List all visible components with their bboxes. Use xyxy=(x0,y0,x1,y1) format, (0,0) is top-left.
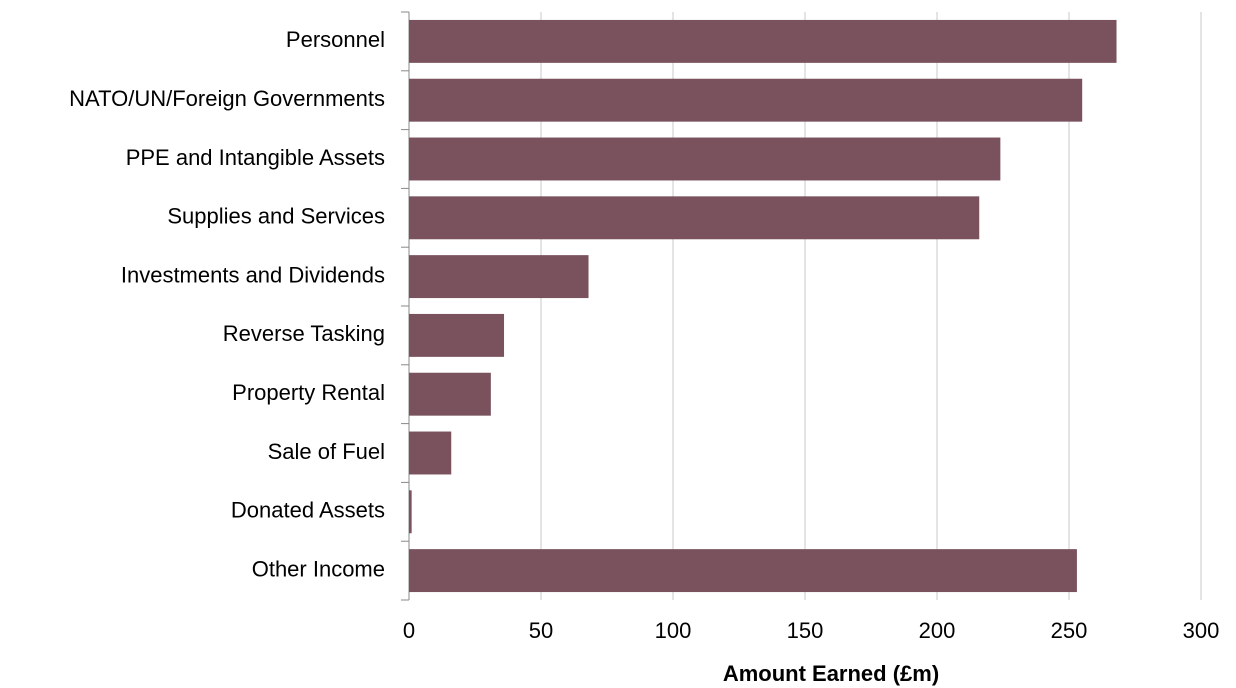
y-tick-label: Property Rental xyxy=(232,380,385,405)
bar xyxy=(409,549,1077,593)
bar xyxy=(409,196,980,240)
bar xyxy=(409,255,589,299)
x-tick-label: 200 xyxy=(919,618,956,643)
y-tick-label: Investments and Dividends xyxy=(121,262,385,287)
x-tick-label: 100 xyxy=(655,618,692,643)
x-tick-label: 250 xyxy=(1051,618,1088,643)
bar xyxy=(409,19,1117,63)
x-tick-label: 300 xyxy=(1183,618,1220,643)
bar xyxy=(409,490,412,534)
bar xyxy=(409,313,505,357)
bar xyxy=(409,78,1083,122)
y-tick-label: Sale of Fuel xyxy=(268,439,385,464)
y-tick-label: Donated Assets xyxy=(231,498,385,523)
x-tick-label: 150 xyxy=(787,618,824,643)
y-tick-label: Supplies and Services xyxy=(167,204,385,229)
x-axis-title: Amount Earned (£m) xyxy=(723,661,939,686)
y-tick-label: NATO/UN/Foreign Governments xyxy=(69,86,385,111)
y-tick-label: PPE and Intangible Assets xyxy=(126,145,385,170)
bar xyxy=(409,431,452,475)
x-tick-label: 50 xyxy=(529,618,553,643)
y-tick-label: Reverse Tasking xyxy=(223,321,385,346)
bar xyxy=(409,372,491,416)
bar xyxy=(409,137,1001,181)
x-tick-label: 0 xyxy=(403,618,415,643)
y-tick-label: Personnel xyxy=(286,27,385,52)
y-tick-label: Other Income xyxy=(252,556,385,581)
